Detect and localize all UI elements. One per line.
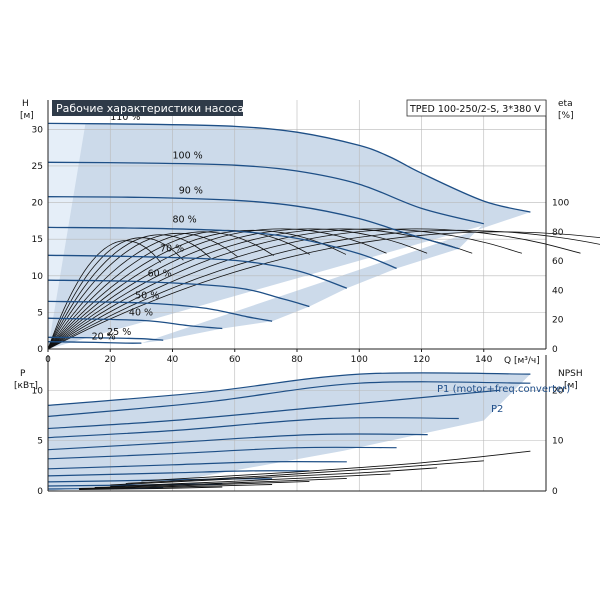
y2-tick-label: 10 (552, 437, 564, 447)
power-curve (47, 417, 459, 439)
npsh-axis-unit: [м] (564, 381, 578, 391)
efficiency-curve (47, 240, 162, 350)
y-axis-unit: [м] (20, 111, 34, 121)
speed-label: 110 % (110, 112, 140, 123)
power-curve (47, 381, 531, 418)
x-tick-label: 120 (413, 355, 430, 365)
y2-tick-label: 20 (552, 386, 564, 396)
efficiency-curve (47, 232, 238, 350)
y-tick-label: 30 (32, 125, 44, 135)
speed-label: 40 % (129, 307, 153, 318)
efficiency-curve (47, 228, 523, 350)
x-tick-label: 20 (105, 355, 117, 365)
npsh-curve (79, 480, 310, 489)
speed-curve (47, 317, 223, 330)
y-tick-label: 5 (37, 308, 43, 318)
speed-curve (47, 336, 164, 341)
x-axis-label: Q [м³/ч] (504, 356, 540, 366)
y2-tick-label: 0 (552, 487, 558, 497)
y2-axis-label: eta (558, 99, 573, 109)
pump-model-box (406, 99, 547, 117)
x-tick-label: 140 (475, 355, 492, 365)
npsh-curve (110, 473, 391, 487)
speed-curve (47, 254, 348, 289)
speed-label: 70 % (160, 244, 184, 255)
y-tick-label: 0 (37, 345, 43, 355)
speed-label: 100 % (173, 151, 203, 162)
y-axis-label: H (22, 99, 29, 109)
efficiency-curve (47, 229, 310, 350)
power-curve (47, 446, 397, 460)
power-curve (47, 460, 347, 470)
power-range-band (48, 372, 531, 491)
y2-tick-label: 60 (552, 257, 564, 267)
power-curve (47, 470, 310, 477)
efficiency-curve (47, 231, 274, 350)
speed-curve (47, 196, 459, 250)
npsh-curve (94, 477, 347, 488)
speed-curve (47, 341, 142, 344)
speed-label: 60 % (148, 268, 172, 279)
y-tick-label: 10 (32, 386, 44, 396)
operating-range-band (48, 123, 531, 350)
chart-title-background (52, 100, 243, 116)
speed-label: 90 % (179, 186, 203, 197)
p2-label: P2 (491, 404, 503, 415)
efficiency-curve (47, 237, 184, 350)
power-curve (47, 389, 500, 430)
speed-curve (47, 161, 484, 225)
x-tick-label: 0 (45, 355, 51, 365)
pump-model-label: TPED 100-250/2-S, 3*380 V (409, 104, 541, 115)
y-tick-label: 0 (37, 487, 43, 497)
y-tick-label: 25 (32, 162, 43, 172)
p1-label: P1 (motor+freq.converter) (437, 384, 570, 395)
efficiency-curve (47, 228, 428, 350)
y-tick-label: 15 (32, 235, 43, 245)
y-tick-label: 5 (37, 437, 43, 447)
npsh-curve (125, 460, 484, 484)
y2-tick-label: 0 (552, 345, 558, 355)
npsh-axis-label: NPSH (558, 369, 583, 379)
efficiency-curve (47, 228, 581, 350)
y2-tick-label: 100 (552, 199, 569, 209)
x-tick-label: 80 (291, 355, 303, 365)
y2-axis-unit: [%] (558, 111, 574, 121)
chart-title: Рабочие характеристики насоса (56, 102, 244, 115)
speed-curve (47, 300, 273, 322)
y2-tick-label: 40 (552, 286, 564, 296)
speed-label: 20 % (92, 331, 116, 342)
npsh-curve (79, 486, 223, 490)
x-tick-label: 40 (167, 355, 179, 365)
speed-curve (47, 226, 397, 270)
speed-label: 50 % (135, 290, 159, 301)
speed-label: 80 % (173, 214, 197, 225)
npsh-curve (79, 484, 273, 490)
power-axis-label: P (20, 369, 26, 379)
speed-curve (47, 122, 531, 213)
y2-tick-label: 80 (552, 228, 564, 238)
x-tick-label: 60 (229, 355, 241, 365)
power-curve (47, 372, 531, 406)
y2-tick-label: 20 (552, 316, 564, 326)
low-flow-band (48, 123, 86, 349)
y-tick-label: 10 (32, 272, 44, 282)
efficiency-curve (47, 228, 387, 350)
power-curve (47, 433, 428, 451)
npsh-curve (110, 467, 438, 486)
speed-curve (47, 279, 310, 308)
efficiency-curve (47, 228, 473, 350)
power-axis-unit: [кВт] (14, 381, 38, 391)
x-tick-label: 100 (351, 355, 368, 365)
speed-label: 25 % (107, 327, 131, 338)
efficiency-curve (47, 231, 600, 350)
npsh-curve (141, 450, 531, 482)
y-tick-label: 20 (32, 199, 44, 209)
